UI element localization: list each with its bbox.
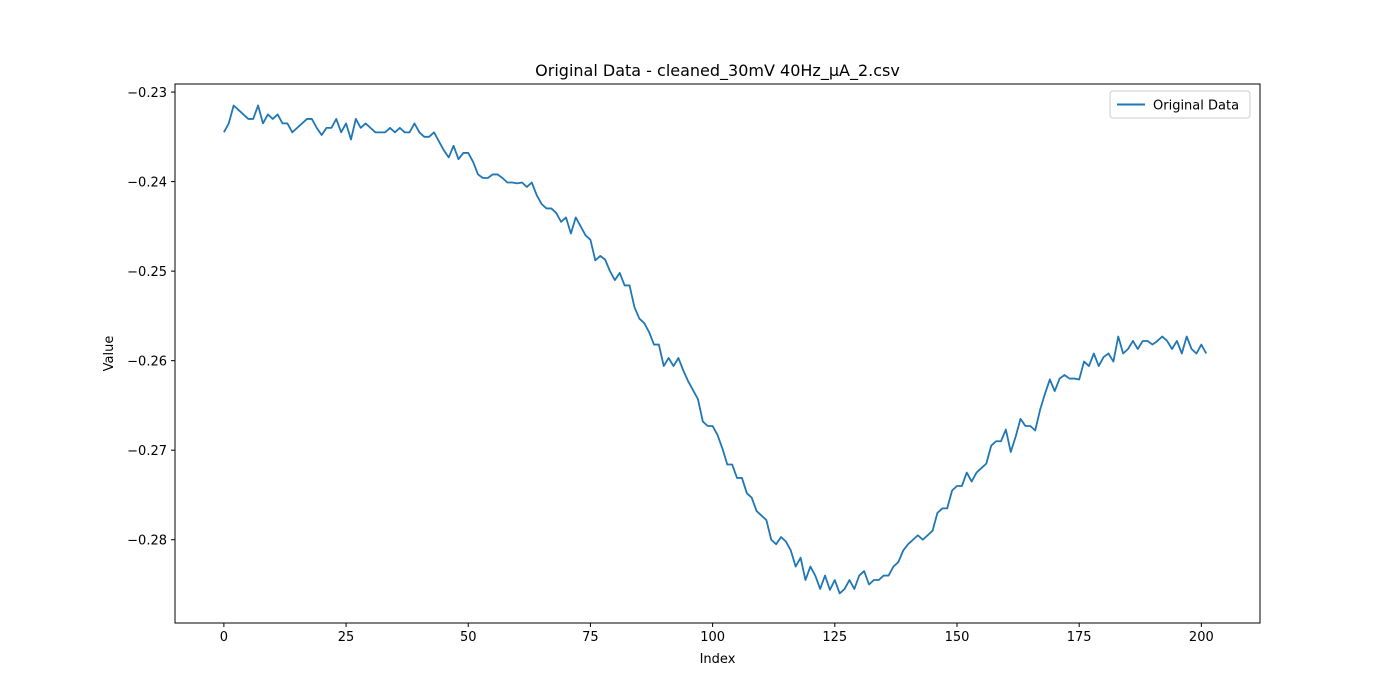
legend-box xyxy=(1109,90,1251,119)
y-tick-label: −0.28 xyxy=(127,534,167,549)
y-tick-label: −0.25 xyxy=(127,265,167,280)
y-tick-label: −0.23 xyxy=(127,86,167,101)
y-tick-label: −0.27 xyxy=(127,444,167,459)
x-tick-label: 150 xyxy=(945,630,970,645)
x-axis-label: Index xyxy=(700,652,736,667)
y-tick-label: −0.24 xyxy=(127,176,167,191)
x-tick-label: 200 xyxy=(1189,630,1214,645)
x-tick-label: 25 xyxy=(338,630,355,645)
y-axis-label: Value xyxy=(102,336,117,372)
plot-frame xyxy=(174,83,1261,624)
x-tick-label: 175 xyxy=(1067,630,1092,645)
y-axis: −0.23 −0.24 −0.25 −0.26 −0.27 −0.28 xyxy=(127,86,175,549)
y-tick-label: −0.26 xyxy=(127,355,167,370)
x-axis: 0 25 50 75 100 125 150 175 200 xyxy=(220,623,1214,645)
legend-label-original-data: Original Data xyxy=(1153,99,1239,114)
x-tick-label: 125 xyxy=(822,630,847,645)
x-tick-label: 0 xyxy=(220,630,228,645)
x-tick-label: 75 xyxy=(582,630,599,645)
chart-title: Original Data - cleaned_30mV 40Hz_µA_2.c… xyxy=(535,61,900,81)
x-tick-label: 50 xyxy=(460,630,477,645)
series-line-original-data xyxy=(223,104,1208,595)
legend: Original Data xyxy=(1109,90,1251,119)
x-tick-label: 100 xyxy=(700,630,725,645)
